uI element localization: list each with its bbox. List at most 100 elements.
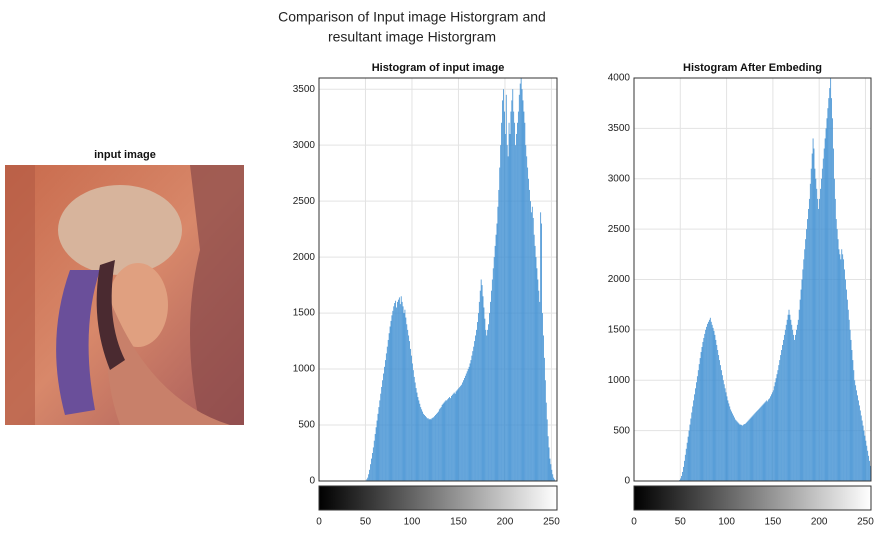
bar xyxy=(409,341,410,481)
bar xyxy=(524,123,525,481)
bar xyxy=(868,456,869,481)
bar xyxy=(728,403,729,481)
bar xyxy=(840,259,841,481)
bar xyxy=(367,478,368,481)
bar xyxy=(510,134,511,481)
bar xyxy=(728,400,729,481)
y-tick-label: 500 xyxy=(613,425,630,436)
bar xyxy=(399,297,400,481)
bar xyxy=(809,199,810,481)
bar xyxy=(682,472,683,481)
bar xyxy=(486,335,487,481)
bar xyxy=(790,320,791,481)
bar xyxy=(709,320,710,481)
bar xyxy=(497,224,498,481)
bar xyxy=(863,426,864,481)
bar xyxy=(489,313,490,481)
bar xyxy=(758,409,759,481)
bar xyxy=(694,394,695,481)
bar xyxy=(372,453,373,481)
x-tick-label: 0 xyxy=(631,517,637,528)
bar xyxy=(418,400,419,481)
bar xyxy=(481,280,482,482)
bar xyxy=(405,318,406,481)
bar xyxy=(814,149,815,481)
bar xyxy=(552,474,553,481)
bar xyxy=(441,407,442,481)
bar xyxy=(843,259,844,481)
bar xyxy=(452,395,453,481)
bar xyxy=(391,321,392,481)
bar xyxy=(778,365,779,481)
bar xyxy=(513,112,514,481)
bar xyxy=(500,145,501,481)
colorbar xyxy=(634,486,871,510)
bar xyxy=(681,476,682,481)
bar xyxy=(465,376,466,481)
bar xyxy=(506,95,507,481)
bar xyxy=(782,345,783,481)
bar xyxy=(688,437,689,481)
bar xyxy=(461,385,462,481)
bar xyxy=(431,418,432,481)
y-tick-label: 0 xyxy=(309,476,315,487)
bar xyxy=(488,324,489,481)
bar xyxy=(789,310,790,481)
bar xyxy=(744,424,745,481)
bar xyxy=(761,406,762,481)
bar xyxy=(423,414,424,481)
bar xyxy=(499,168,500,481)
bar xyxy=(508,156,509,481)
bar xyxy=(379,407,380,481)
bar xyxy=(852,350,853,481)
bar xyxy=(379,400,380,481)
bar xyxy=(383,374,384,481)
bar xyxy=(425,416,426,481)
bar xyxy=(760,407,761,481)
bar xyxy=(788,315,789,481)
bar xyxy=(750,419,751,481)
bar xyxy=(864,431,865,481)
bar xyxy=(781,350,782,481)
bar xyxy=(482,285,483,481)
bar xyxy=(775,382,776,481)
bar xyxy=(480,291,481,481)
bar xyxy=(394,303,395,481)
bar xyxy=(791,325,792,481)
bar xyxy=(542,313,543,481)
x-tick-label: 200 xyxy=(497,517,514,528)
bar xyxy=(395,301,396,481)
bar xyxy=(463,380,464,481)
bar xyxy=(386,353,387,481)
bar xyxy=(485,330,486,481)
bar xyxy=(711,322,712,481)
bar xyxy=(504,112,505,481)
bar xyxy=(415,382,416,481)
y-tick-label: 2000 xyxy=(293,252,316,263)
bar xyxy=(846,290,847,481)
bar xyxy=(371,459,372,481)
bar xyxy=(505,134,506,481)
bar xyxy=(419,404,420,481)
bar xyxy=(523,100,524,481)
bar xyxy=(836,219,837,481)
bar xyxy=(861,416,862,481)
bar xyxy=(446,400,447,481)
bar xyxy=(462,382,463,481)
bar xyxy=(518,112,519,481)
bar xyxy=(469,367,470,481)
bar xyxy=(529,190,530,481)
bar xyxy=(373,447,374,481)
bar xyxy=(797,325,798,481)
bar xyxy=(703,342,704,481)
bar xyxy=(777,374,778,481)
bar xyxy=(842,254,843,481)
y-tick-label: 0 xyxy=(624,476,630,487)
bar xyxy=(392,311,393,481)
bar xyxy=(811,169,812,481)
bar xyxy=(412,363,413,481)
bar xyxy=(453,394,454,481)
bar xyxy=(422,412,423,481)
bar xyxy=(440,408,441,481)
bar xyxy=(389,333,390,481)
